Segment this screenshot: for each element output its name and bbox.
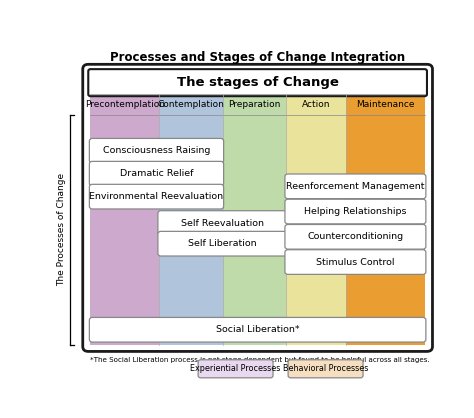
Text: Contemplation: Contemplation <box>157 100 224 109</box>
Text: Social Liberation*: Social Liberation* <box>216 325 300 334</box>
FancyBboxPatch shape <box>198 360 273 378</box>
Text: Helping Relationships: Helping Relationships <box>304 207 407 216</box>
Text: Dramatic Relief: Dramatic Relief <box>120 169 193 178</box>
FancyBboxPatch shape <box>285 199 426 224</box>
Text: The stages of Change: The stages of Change <box>177 76 338 89</box>
Bar <box>159 94 222 345</box>
Text: Counterconditioning: Counterconditioning <box>307 232 403 241</box>
Text: Consciousness Raising: Consciousness Raising <box>103 146 210 155</box>
Text: Precontemplation: Precontemplation <box>85 100 165 109</box>
Text: Maintenance: Maintenance <box>356 100 415 109</box>
Text: Preparation: Preparation <box>228 100 281 109</box>
Text: Self Reevaluation: Self Reevaluation <box>181 219 264 227</box>
Text: Action: Action <box>302 100 330 109</box>
Text: Experiential Processes: Experiential Processes <box>191 364 281 373</box>
FancyBboxPatch shape <box>158 231 287 256</box>
Bar <box>91 94 159 345</box>
Text: Environmental Reevaluation: Environmental Reevaluation <box>90 192 224 201</box>
FancyBboxPatch shape <box>90 138 224 163</box>
Text: *The Social Liberation process is not stage dependent but found to be helpful ac: *The Social Liberation process is not st… <box>91 357 430 363</box>
Text: Self Liberation: Self Liberation <box>188 239 257 248</box>
Bar <box>222 94 286 345</box>
FancyBboxPatch shape <box>88 69 427 96</box>
Text: Behavioral Processes: Behavioral Processes <box>283 364 368 373</box>
FancyBboxPatch shape <box>158 211 287 235</box>
FancyBboxPatch shape <box>83 64 432 352</box>
Bar <box>346 94 425 345</box>
FancyBboxPatch shape <box>285 250 426 274</box>
FancyBboxPatch shape <box>90 317 426 342</box>
FancyBboxPatch shape <box>90 184 224 209</box>
Text: Processes and Stages of Change Integration: Processes and Stages of Change Integrati… <box>110 51 405 64</box>
Bar <box>286 94 346 345</box>
Text: The Processes of Change: The Processes of Change <box>57 173 66 286</box>
Text: Stimulus Control: Stimulus Control <box>316 257 395 267</box>
FancyBboxPatch shape <box>90 161 224 186</box>
Text: Reenforcement Management: Reenforcement Management <box>286 182 425 191</box>
FancyBboxPatch shape <box>285 224 426 249</box>
FancyBboxPatch shape <box>285 174 426 199</box>
FancyBboxPatch shape <box>288 360 363 378</box>
